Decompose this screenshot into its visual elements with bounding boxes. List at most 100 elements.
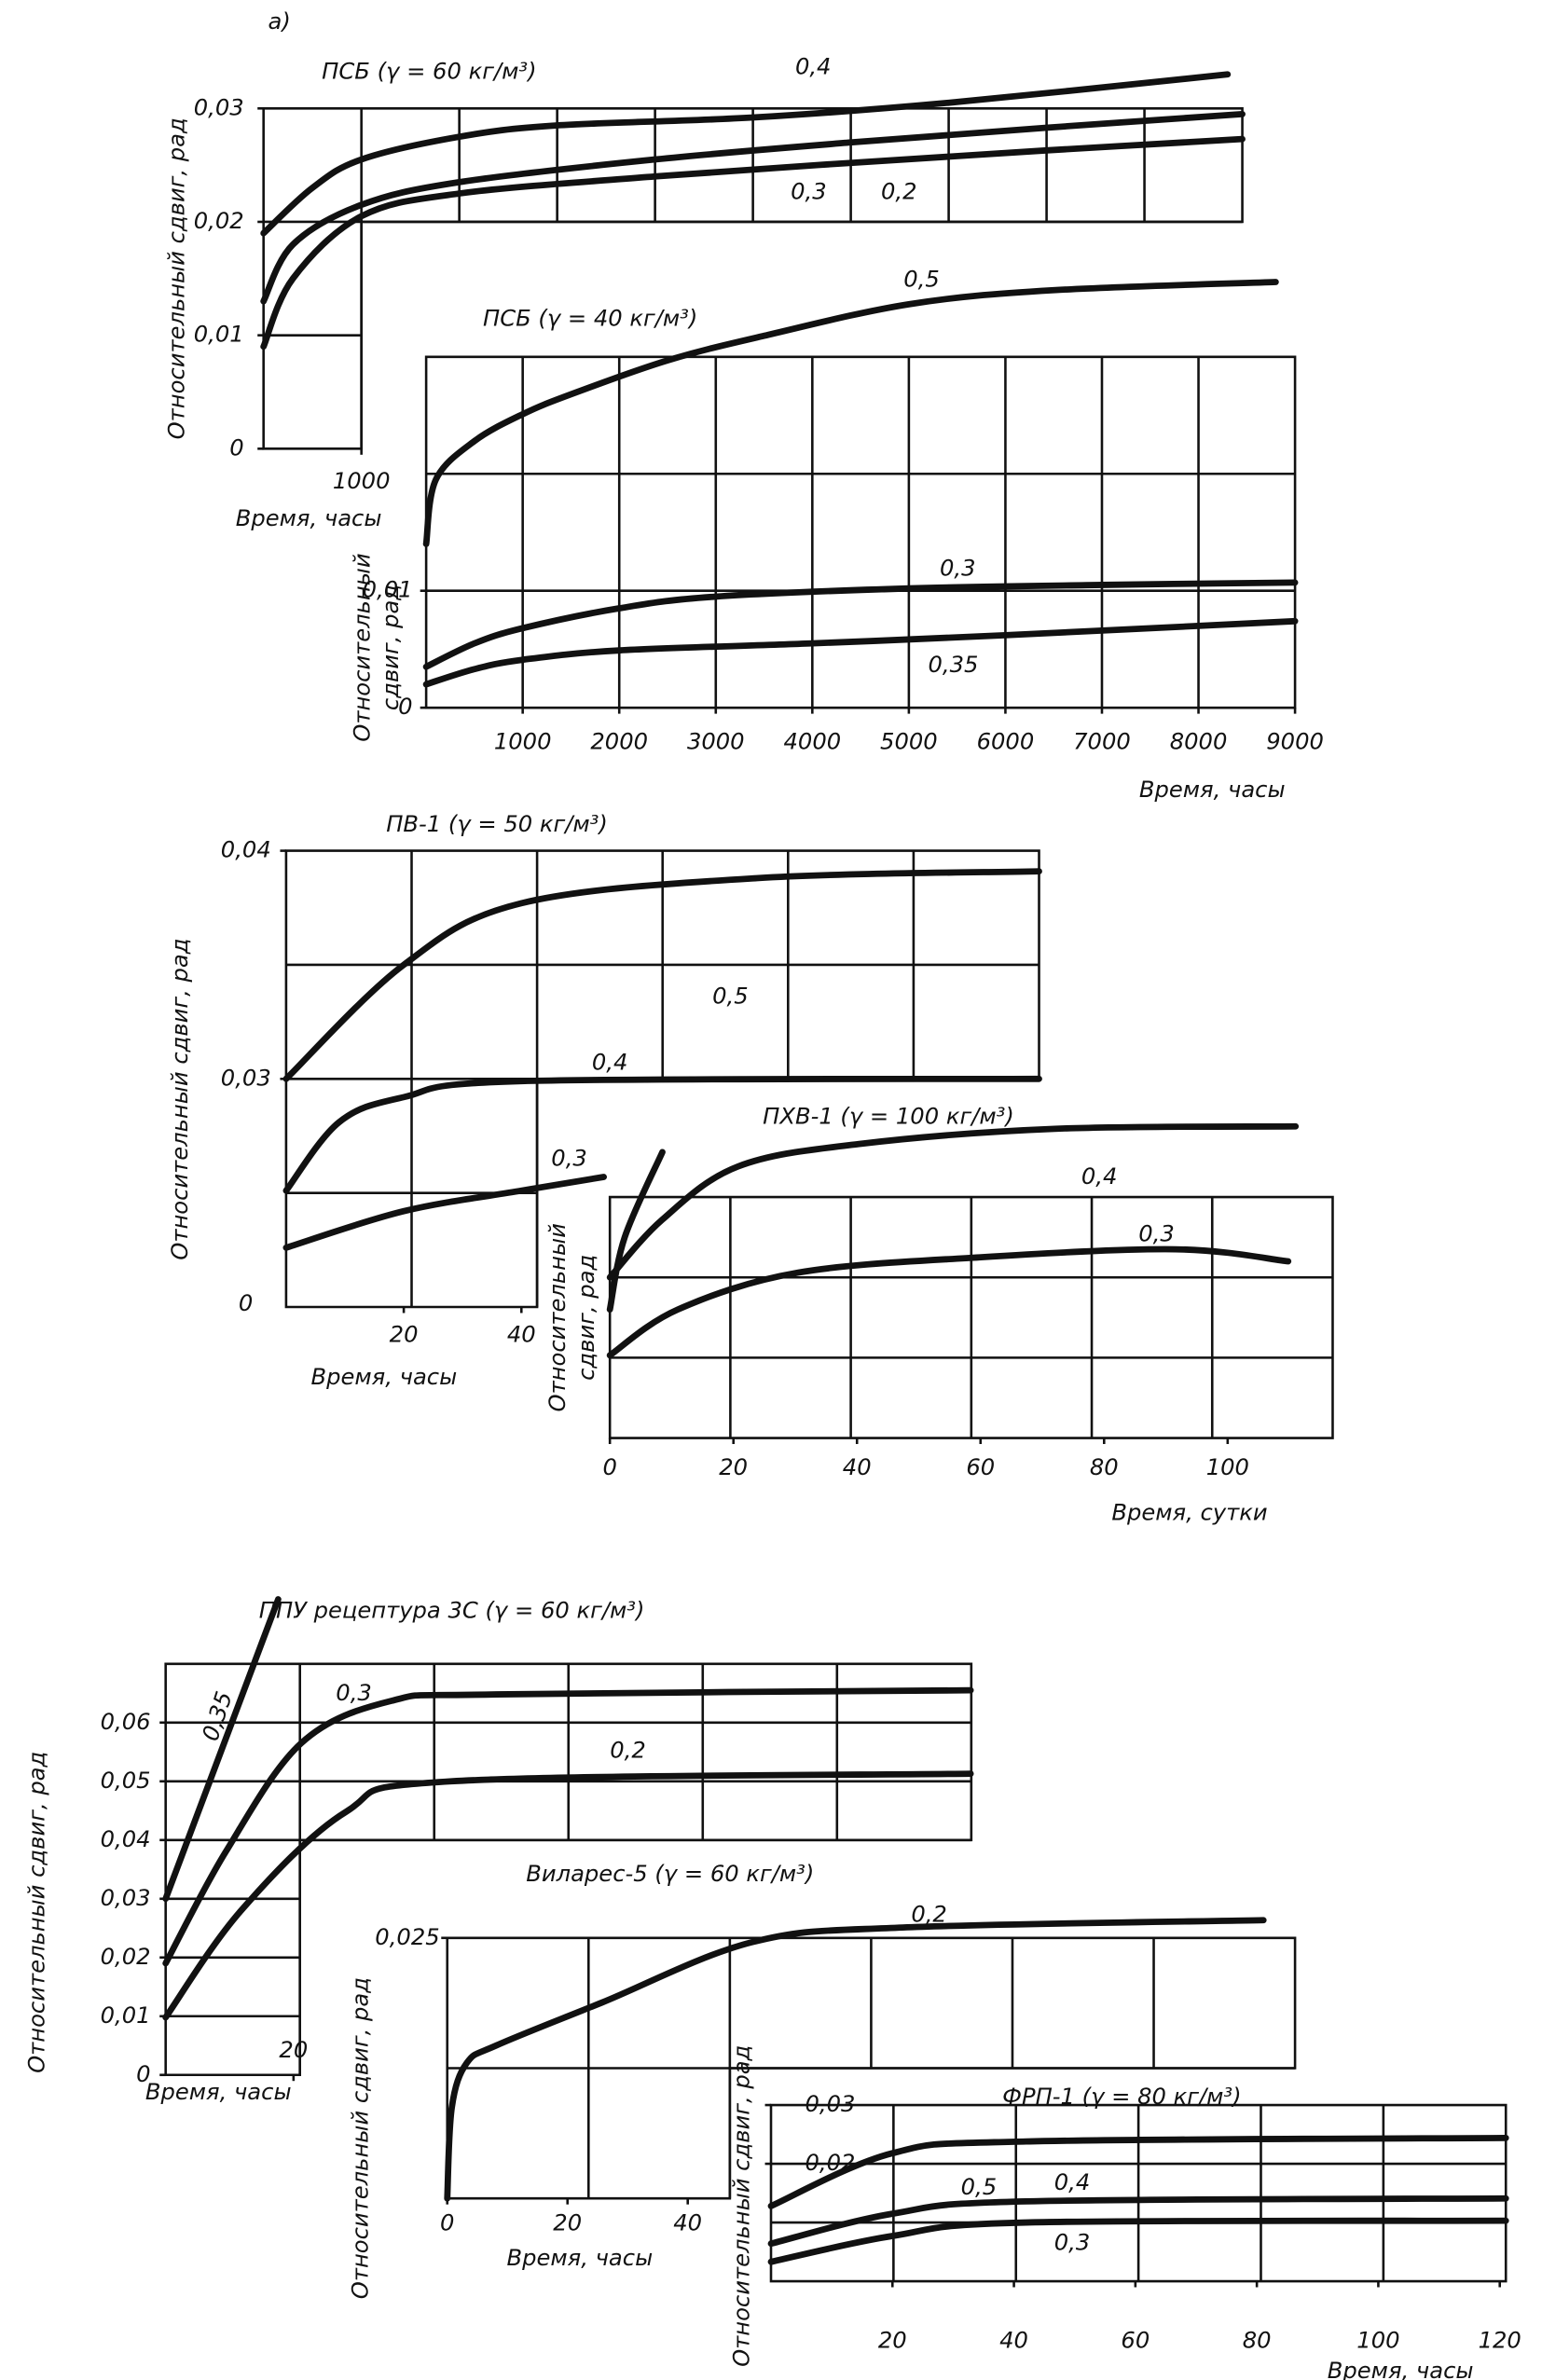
y-tick-label: 0,01 — [194, 322, 244, 348]
curve — [606, 1122, 1300, 1281]
curve — [422, 579, 1299, 670]
curve-label: 0,2 — [881, 179, 917, 205]
x-axis-label: Время, часы — [1139, 777, 1286, 803]
curve — [260, 135, 1246, 351]
curve — [282, 868, 1042, 1082]
curve-label: 0,3 — [940, 556, 976, 582]
y-tick-label: 0,04 — [101, 1826, 151, 1852]
x-tick-label: 40 — [673, 2210, 702, 2236]
x-tick-label: 80 — [1243, 2328, 1272, 2354]
curve-label: 0,5 — [961, 2174, 998, 2200]
x-tick-label: 2000 — [590, 728, 648, 754]
figure-label: а) — [268, 8, 291, 34]
curve-label: 0,4 — [795, 54, 832, 80]
curve-label: 0,3 — [1054, 2230, 1091, 2256]
x-tick-label: 20 — [553, 2210, 582, 2236]
y-tick-label: 0,01 — [363, 577, 413, 603]
curve-label: 0,4 — [1054, 2169, 1091, 2195]
chart-title: ПХВ-1 (γ = 100 кг/м³) — [763, 1103, 1014, 1129]
curve — [422, 279, 1279, 547]
y-axis-label: Относительный сдвиг, рад — [164, 117, 190, 439]
curve — [162, 1686, 974, 1967]
x-axis-label: Время, часы — [1328, 2358, 1474, 2380]
y-tick-label: 0,02 — [101, 1944, 151, 1970]
x-tick-label: 4000 — [784, 728, 842, 754]
curve — [606, 1245, 1292, 1359]
curve-label: 0,5 — [903, 266, 940, 292]
y-axis-label: Относительный — [544, 1223, 571, 1411]
y-tick-label: 0 — [229, 434, 243, 461]
x-tick-label: 20 — [878, 2328, 907, 2354]
curve — [162, 1770, 974, 2021]
x-tick-label: 9000 — [1266, 728, 1324, 754]
x-tick-label: 0 — [602, 1454, 616, 1480]
y-tick-label: 0,05 — [101, 1768, 151, 1794]
x-tick-label: 40 — [999, 2328, 1028, 2354]
y-tick-label: 0,03 — [194, 94, 244, 120]
x-tick-label: 0 — [440, 2210, 454, 2236]
curve — [260, 110, 1246, 305]
chart-title: ППУ рецептура 3С (γ = 60 кг/м³) — [259, 1597, 645, 1623]
x-axis-label: Время, часы — [236, 505, 382, 531]
y-tick-label: 0 — [398, 694, 412, 720]
x-tick-label: 100 — [1356, 2328, 1399, 2354]
x-tick-label: 1000 — [494, 728, 552, 754]
curve-label: 0,3 — [1138, 1220, 1175, 1246]
y-tick-label: 0,03 — [805, 2091, 856, 2117]
x-axis-label: Время, часы — [145, 2079, 292, 2105]
x-axis-label: Время, часы — [311, 1364, 458, 1390]
curve — [282, 1174, 608, 1251]
curve-label: 0,5 — [712, 983, 749, 1009]
chart-title: ПВ-1 (γ = 50 кг/м³) — [386, 811, 608, 837]
curve — [767, 2194, 1509, 2248]
curve — [260, 71, 1232, 237]
x-tick-label: 120 — [1479, 2328, 1521, 2354]
x-tick-label: 100 — [1206, 1454, 1249, 1480]
x-tick-label: 60 — [1121, 2328, 1150, 2354]
y-tick-label: 0,02 — [194, 208, 244, 234]
curve — [444, 1917, 1267, 2202]
x-axis-label: Время, часы — [507, 2245, 654, 2271]
y-axis-label: сдвиг, рад — [573, 1255, 599, 1381]
y-axis-label: Относительный — [349, 553, 375, 741]
x-tick-label: 40 — [843, 1454, 872, 1480]
chart-title: Виларес-5 (γ = 60 кг/м³) — [526, 1861, 814, 1887]
x-tick-label: 1000 — [333, 468, 391, 494]
y-tick-label: 0,01 — [101, 2002, 151, 2029]
chart-title: ПСБ (γ = 40 кг/м³) — [483, 305, 697, 331]
x-tick-label: 5000 — [880, 728, 938, 754]
x-tick-label: 20 — [719, 1454, 748, 1480]
chart-title: ПСБ (γ = 60 кг/м³) — [322, 59, 536, 85]
curve-label: 0,3 — [551, 1146, 587, 1172]
curve-label: 0,3 — [336, 1680, 372, 1706]
y-axis-label: Относительный сдвиг, рад — [348, 1977, 374, 2299]
y-tick-label: 0 — [136, 2061, 150, 2087]
y-tick-label: 0,04 — [221, 837, 271, 863]
curve — [767, 2217, 1509, 2265]
curve-label: 0,2 — [911, 1902, 947, 1928]
chart-title: ФРП-1 (γ = 80 кг/м³) — [1002, 2084, 1241, 2110]
y-tick-label: 0,03 — [101, 1885, 151, 1911]
y-tick-label: 0,03 — [221, 1065, 271, 1091]
curve — [767, 2134, 1509, 2209]
y-axis-label: Относительный сдвиг, рад — [167, 939, 193, 1260]
y-axis-label: сдвиг, рад — [378, 585, 404, 710]
y-axis-label: Относительный сдвиг, рад — [23, 1752, 49, 2073]
y-axis-label: Относительный сдвиг, рад — [728, 2045, 754, 2367]
x-tick-label: 20 — [390, 1322, 419, 1348]
curve-label: 0,2 — [610, 1737, 646, 1763]
x-tick-label: 40 — [507, 1322, 536, 1348]
x-tick-label: 20 — [279, 2037, 308, 2063]
x-tick-label: 80 — [1090, 1454, 1119, 1480]
x-tick-label: 7000 — [1073, 728, 1131, 754]
curve — [282, 1075, 1042, 1194]
curve — [162, 1596, 282, 1903]
annotation: 0 — [239, 1290, 253, 1316]
curve-label: 0,4 — [1081, 1163, 1118, 1190]
x-tick-label: 60 — [966, 1454, 995, 1480]
x-tick-label: 8000 — [1170, 728, 1228, 754]
x-axis-label: Время, сутки — [1111, 1499, 1267, 1525]
y-tick-label: 0,06 — [101, 1709, 151, 1735]
